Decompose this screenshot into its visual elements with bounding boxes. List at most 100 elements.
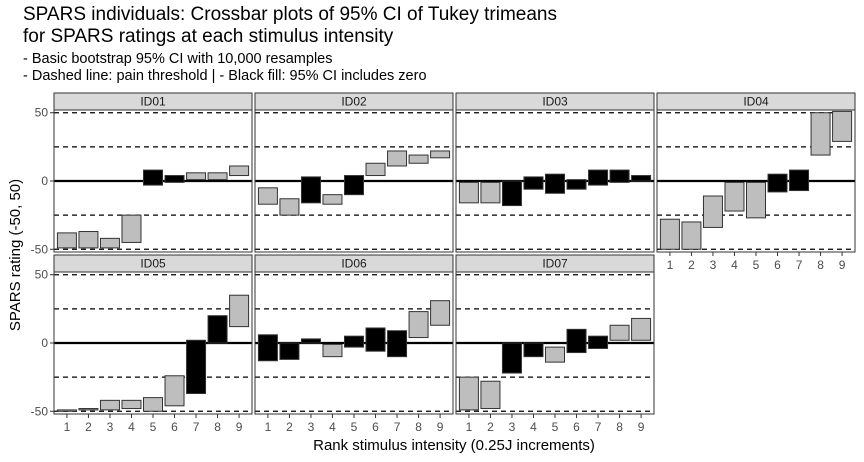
crossbar-id04-8 <box>810 112 831 156</box>
crossbar-id05-2 <box>78 408 99 411</box>
crossbar-id07-6 <box>566 328 587 354</box>
crossbar-id04-2 <box>681 221 702 250</box>
chart-subtitle: - Basic bootstrap 95% CI with 10,000 res… <box>23 51 427 85</box>
crossbar-id02-5 <box>344 175 364 196</box>
crossbar-id01-1 <box>56 232 77 249</box>
y-tick-label: 0 <box>41 336 48 350</box>
crossbar-id06-5 <box>344 335 364 348</box>
chart-title-line-1: SPARS individuals: Crossbar plots of 95%… <box>23 4 557 25</box>
x-tick-label: 9 <box>638 420 645 434</box>
x-tick-label: 2 <box>286 420 293 434</box>
crossbar-id05-9 <box>229 294 250 328</box>
x-tick-label: 8 <box>214 420 221 434</box>
panel-id01: ID01 -50 0 50 <box>31 92 253 256</box>
crossbar-id03-5 <box>545 173 565 194</box>
crossbar-id03-8 <box>609 169 630 183</box>
x-tick-label: 3 <box>107 420 114 434</box>
y-tick-label: 50 <box>35 106 49 120</box>
x-tick-label: 3 <box>509 420 516 434</box>
crossbar-id06-3 <box>300 338 321 344</box>
x-tick-label: 6 <box>774 258 781 272</box>
y-axis-label: SPARS rating (-50, 50) <box>7 179 24 331</box>
panel-id06: ID06 1 2 3 4 5 6 7 8 9 <box>254 254 454 434</box>
crossbar-id03-7 <box>588 169 609 186</box>
x-tick-label: 7 <box>796 258 803 272</box>
x-tick-label: 9 <box>437 420 444 434</box>
x-tick-label: 8 <box>616 420 623 434</box>
chart-title-line-2: for SPARS ratings at each stimulus inten… <box>23 26 394 47</box>
crossbar-id01-9 <box>229 165 250 177</box>
crossbar-id06-9 <box>430 300 451 326</box>
crossbar-id07-4 <box>523 342 544 358</box>
crossbar-id05-7 <box>186 339 207 395</box>
crossbar-id01-7 <box>186 172 207 181</box>
x-tick-label: 1 <box>64 420 71 434</box>
chart-subtitle-line-1: - Basic bootstrap 95% CI with 10,000 res… <box>23 51 333 67</box>
panel-border <box>455 109 655 253</box>
x-tick-label: 8 <box>415 420 422 434</box>
crossbar-id04-9 <box>832 110 853 142</box>
crossbar-id02-3 <box>300 176 321 204</box>
crossbar-id06-2 <box>279 342 300 360</box>
x-tick-label: 3 <box>308 420 315 434</box>
crossbar-id07-7 <box>588 335 609 349</box>
x-tick-label: 7 <box>595 420 602 434</box>
crossbar-id02-7 <box>387 150 408 167</box>
crossbar-id03-4 <box>523 176 544 190</box>
y-tick-label: 0 <box>41 174 48 188</box>
crossbar-id01-8 <box>207 172 228 181</box>
x-tick-label: 7 <box>394 420 401 434</box>
crossbar-id04-1 <box>659 218 680 250</box>
crossbar-id07-1 <box>458 376 479 411</box>
crossbar-id01-3 <box>99 237 120 249</box>
crossbar-id03-3 <box>501 180 522 207</box>
panel-strip-label: ID06 <box>341 257 367 271</box>
y-tick-label: 50 <box>35 268 49 282</box>
x-tick-label: 4 <box>128 420 135 434</box>
crossbar-id06-4 <box>322 343 343 358</box>
x-tick-label: 9 <box>839 258 846 272</box>
crossbar-id02-2 <box>279 198 300 216</box>
x-tick-label: 9 <box>236 420 243 434</box>
x-tick-label: 2 <box>688 258 695 272</box>
crossbar-id03-6 <box>566 179 587 190</box>
crossbar-id01-2 <box>78 231 99 249</box>
crossbar-id02-9 <box>430 150 451 159</box>
panel-id07: ID07 1 2 3 4 5 6 7 8 9 <box>455 254 655 434</box>
crossbar-id06-6 <box>365 327 386 352</box>
x-tick-label: 3 <box>710 258 717 272</box>
crossbar-id05-5 <box>143 397 163 412</box>
crossbar-id07-5 <box>545 346 565 363</box>
panel-strip-label: ID05 <box>140 257 166 271</box>
x-axis-label: Rank stimulus intensity (0.25J increment… <box>313 437 595 454</box>
crossbar-id07-9 <box>631 317 652 341</box>
crossbar-id07-2 <box>480 380 501 410</box>
crossbar-id06-8 <box>408 311 429 339</box>
x-tick-label: 6 <box>372 420 379 434</box>
crossbar-id02-6 <box>365 162 386 177</box>
crossbar-id03-9 <box>631 175 652 182</box>
x-tick-label: 5 <box>150 420 157 434</box>
x-tick-label: 1 <box>466 420 473 434</box>
x-tick-label: 6 <box>171 420 178 434</box>
crossbar-id07-3 <box>501 342 522 374</box>
crossbar-id02-4 <box>322 194 343 205</box>
x-tick-label: 5 <box>753 258 760 272</box>
x-tick-label: 8 <box>817 258 824 272</box>
crossbar-id05-1 <box>56 409 77 412</box>
panel-border <box>254 109 454 253</box>
crossbar-id07-8 <box>609 324 630 341</box>
x-tick-label: 7 <box>193 420 200 434</box>
crossbar-id05-3 <box>99 399 120 411</box>
x-tick-label: 5 <box>351 420 358 434</box>
x-tick-label: 1 <box>667 258 674 272</box>
crossbar-id06-1 <box>257 334 278 362</box>
crossbar-id02-8 <box>408 154 429 164</box>
x-tick-label: 2 <box>85 420 92 434</box>
crossbar-id04-5 <box>746 181 766 219</box>
crossbar-id04-7 <box>789 169 810 192</box>
y-tick-label: -50 <box>31 242 49 256</box>
panel-strip-label: ID03 <box>542 95 568 109</box>
